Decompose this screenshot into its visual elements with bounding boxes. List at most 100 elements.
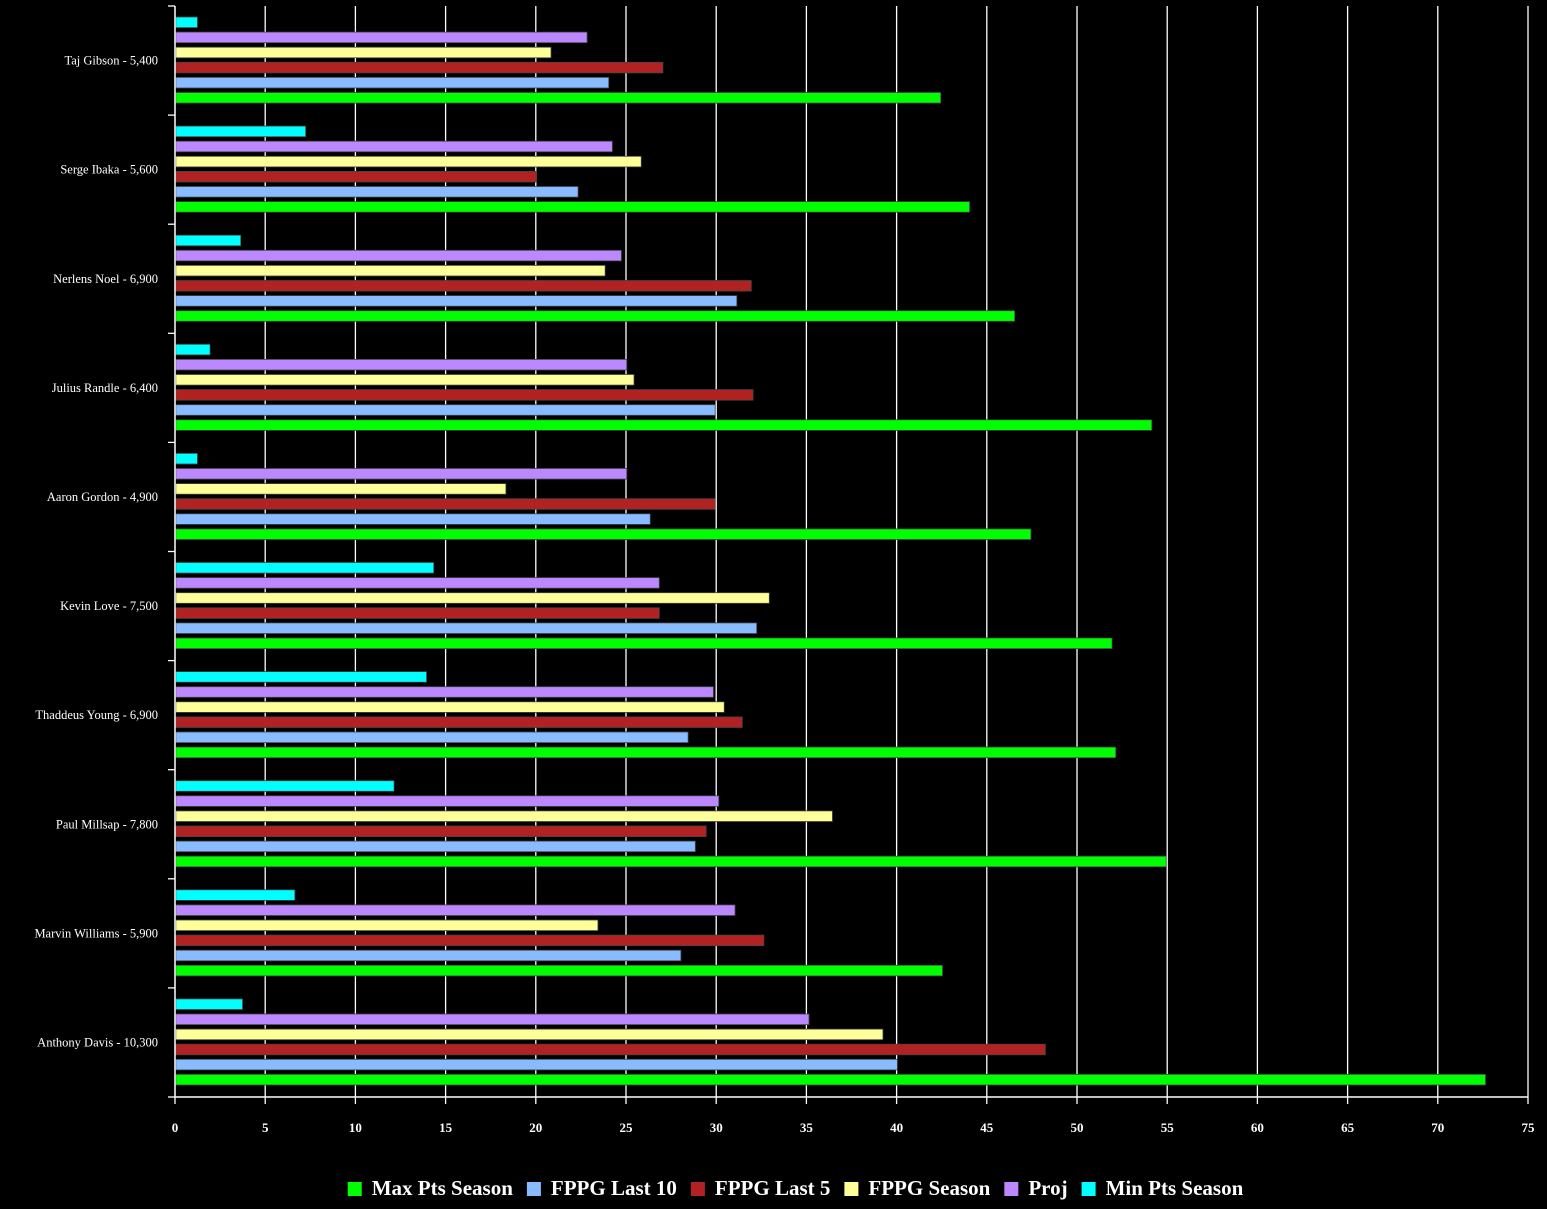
bar-fppg-last-5-marvin-williams-5-900[interactable] bbox=[175, 934, 765, 947]
bar-min-pts-season-serge-ibaka-5-600[interactable] bbox=[175, 125, 307, 138]
x-tick-label-40: 40 bbox=[890, 1120, 903, 1135]
legend-item-min-pts-season[interactable]: Min Pts Season bbox=[1081, 1176, 1244, 1200]
x-tick-label-15: 15 bbox=[439, 1120, 453, 1135]
legend[interactable]: Max Pts Season FPPG Last 10 FPPG Last 5 FPP… bbox=[347, 1176, 1244, 1200]
legend-swatch-max-pts-season bbox=[347, 1182, 362, 1196]
bar-max-pts-season-serge-ibaka-5-600[interactable] bbox=[175, 201, 970, 213]
bar-max-pts-season-nerlens-noel-6-900[interactable] bbox=[175, 310, 1016, 322]
bar-fppg-last-10-marvin-williams-5-900[interactable] bbox=[175, 949, 682, 962]
bar-fppg-last-10-kevin-love-7-500[interactable] bbox=[175, 622, 758, 634]
x-tick-label-30: 30 bbox=[710, 1120, 723, 1135]
bar-proj-julius-randle-6-400[interactable] bbox=[175, 358, 628, 371]
bar-proj-serge-ibaka-5-600[interactable] bbox=[175, 140, 613, 153]
bar-fppg-season-kevin-love-7-500[interactable] bbox=[175, 592, 770, 604]
bar-fppg-season-anthony-davis-10-300[interactable] bbox=[175, 1028, 884, 1041]
bar-max-pts-season-paul-millsap-7-800[interactable] bbox=[175, 855, 1167, 868]
bar-proj-nerlens-noel-6-900[interactable] bbox=[175, 249, 622, 262]
x-tick-label-65: 65 bbox=[1341, 1120, 1355, 1135]
legend-swatch-fppg-season bbox=[844, 1182, 859, 1196]
x-tick-label-75: 75 bbox=[1522, 1120, 1536, 1135]
bar-max-pts-season-thaddeus-young-6-900[interactable] bbox=[175, 746, 1117, 759]
category-label-paul-millsap-7-800: Paul Millsap - 7,800 bbox=[56, 817, 158, 831]
bar-fppg-season-taj-gibson-5-400[interactable] bbox=[175, 46, 552, 59]
bar-min-pts-season-anthony-davis-10-300[interactable] bbox=[175, 998, 243, 1010]
legend-swatch-min-pts-season bbox=[1081, 1182, 1096, 1196]
bar-min-pts-season-nerlens-noel-6-900[interactable] bbox=[175, 234, 242, 247]
x-tick-label-35: 35 bbox=[800, 1120, 814, 1135]
bar-max-pts-season-aaron-gordon-4-900[interactable] bbox=[175, 528, 1032, 540]
legend-label-fppg-season: FPPG Season bbox=[868, 1176, 990, 1200]
x-tick-label-70: 70 bbox=[1431, 1120, 1444, 1135]
bar-min-pts-season-kevin-love-7-500[interactable] bbox=[175, 562, 435, 574]
legend-label-min-pts-season: Min Pts Season bbox=[1106, 1176, 1244, 1200]
bar-fppg-last-10-taj-gibson-5-400[interactable] bbox=[175, 77, 610, 89]
x-tick-labels: 0 5 10 15 20 25 30 35 40 45 50 55 60 65 70 75 bbox=[172, 1120, 1535, 1135]
bar-fppg-season-serge-ibaka-5-600[interactable] bbox=[175, 155, 642, 168]
x-tick-label-25: 25 bbox=[620, 1120, 634, 1135]
bar-fppg-season-marvin-williams-5-900[interactable] bbox=[175, 919, 599, 932]
legend-label-fppg-last-10: FPPG Last 10 bbox=[551, 1176, 677, 1200]
bar-fppg-last-5-serge-ibaka-5-600[interactable] bbox=[175, 170, 537, 183]
bar-fppg-last-10-julius-randle-6-400[interactable] bbox=[175, 404, 716, 416]
category-labels: Taj Gibson - 5,400 Serge Ibaka - 5,600 Ner… bbox=[34, 54, 158, 1050]
category-label-anthony-davis-10-300: Anthony Davis - 10,300 bbox=[37, 1035, 158, 1049]
bar-min-pts-season-paul-millsap-7-800[interactable] bbox=[175, 780, 395, 792]
bar-fppg-last-10-aaron-gordon-4-900[interactable] bbox=[175, 513, 651, 525]
x-tick-label-60: 60 bbox=[1251, 1120, 1264, 1135]
bar-proj-anthony-davis-10-300[interactable] bbox=[175, 1013, 810, 1026]
bar-fppg-season-aaron-gordon-4-900[interactable] bbox=[175, 483, 507, 495]
x-tick-label-55: 55 bbox=[1161, 1120, 1175, 1135]
legend-label-proj: Proj bbox=[1028, 1176, 1067, 1200]
bar-proj-kevin-love-7-500[interactable] bbox=[175, 577, 660, 589]
bar-min-pts-season-julius-randle-6-400[interactable] bbox=[175, 343, 211, 356]
legend-item-fppg-last-10[interactable]: FPPG Last 10 bbox=[526, 1176, 677, 1200]
bar-fppg-last-5-aaron-gordon-4-900[interactable] bbox=[175, 498, 716, 510]
bar-max-pts-season-anthony-davis-10-300[interactable] bbox=[175, 1074, 1486, 1086]
bar-max-pts-season-julius-randle-6-400[interactable] bbox=[175, 419, 1153, 431]
bar-proj-taj-gibson-5-400[interactable] bbox=[175, 31, 588, 44]
category-label-thaddeus-young-6-900: Thaddeus Young - 6,900 bbox=[35, 708, 158, 722]
bar-fppg-last-10-serge-ibaka-5-600[interactable] bbox=[175, 186, 579, 198]
category-label-kevin-love-7-500: Kevin Love - 7,500 bbox=[60, 599, 158, 613]
bar-fppg-last-5-julius-randle-6-400[interactable] bbox=[175, 389, 754, 401]
legend-label-fppg-last-5: FPPG Last 5 bbox=[715, 1176, 831, 1200]
category-label-aaron-gordon-4-900: Aaron Gordon - 4,900 bbox=[47, 490, 158, 504]
category-label-julius-randle-6-400: Julius Randle - 6,400 bbox=[52, 381, 158, 395]
bar-fppg-last-10-nerlens-noel-6-900[interactable] bbox=[175, 295, 738, 307]
bar-fppg-last-5-paul-millsap-7-800[interactable] bbox=[175, 825, 707, 838]
bar-fppg-season-paul-millsap-7-800[interactable] bbox=[175, 810, 833, 822]
bar-proj-marvin-williams-5-900[interactable] bbox=[175, 904, 736, 916]
bar-fppg-last-5-nerlens-noel-6-900[interactable] bbox=[175, 280, 752, 292]
category-label-serge-ibaka-5-600: Serge Ibaka - 5,600 bbox=[60, 163, 158, 177]
bar-fppg-last-10-paul-millsap-7-800[interactable] bbox=[175, 840, 696, 853]
bar-max-pts-season-kevin-love-7-500[interactable] bbox=[175, 637, 1113, 650]
bar-fppg-last-5-taj-gibson-5-400[interactable] bbox=[175, 61, 664, 74]
bar-fppg-last-5-thaddeus-young-6-900[interactable] bbox=[175, 716, 743, 728]
bar-fppg-last-10-thaddeus-young-6-900[interactable] bbox=[175, 731, 689, 744]
bar-proj-paul-millsap-7-800[interactable] bbox=[175, 795, 720, 807]
legend-item-fppg-season[interactable]: FPPG Season bbox=[844, 1176, 991, 1200]
bar-min-pts-season-aaron-gordon-4-900[interactable] bbox=[175, 452, 198, 465]
legend-item-fppg-last-5[interactable]: FPPG Last 5 bbox=[690, 1176, 831, 1200]
bar-fppg-last-10-anthony-davis-10-300[interactable] bbox=[175, 1058, 898, 1071]
bar-fppg-last-5-kevin-love-7-500[interactable] bbox=[175, 607, 660, 619]
bar-max-pts-season-marvin-williams-5-900[interactable] bbox=[175, 964, 943, 977]
legend-item-max-pts-season[interactable]: Max Pts Season bbox=[347, 1176, 513, 1200]
bar-fppg-season-julius-randle-6-400[interactable] bbox=[175, 374, 635, 386]
bar-fppg-season-thaddeus-young-6-900[interactable] bbox=[175, 701, 725, 713]
bar-max-pts-season-taj-gibson-5-400[interactable] bbox=[175, 92, 942, 104]
bar-fppg-season-nerlens-noel-6-900[interactable] bbox=[175, 264, 606, 277]
bar-min-pts-season-thaddeus-young-6-900[interactable] bbox=[175, 671, 427, 683]
x-tick-label-0: 0 bbox=[172, 1120, 179, 1135]
category-label-marvin-williams-5-900: Marvin Williams - 5,900 bbox=[34, 926, 158, 940]
bar-proj-aaron-gordon-4-900[interactable] bbox=[175, 468, 628, 480]
legend-swatch-fppg-last-5 bbox=[690, 1182, 705, 1196]
bars bbox=[175, 16, 1486, 1086]
bar-proj-thaddeus-young-6-900[interactable] bbox=[175, 686, 714, 698]
bar-fppg-last-5-anthony-davis-10-300[interactable] bbox=[175, 1043, 1046, 1056]
bar-min-pts-season-taj-gibson-5-400[interactable] bbox=[175, 16, 198, 29]
legend-item-proj[interactable]: Proj bbox=[1004, 1176, 1068, 1200]
bar-min-pts-season-marvin-williams-5-900[interactable] bbox=[175, 889, 296, 901]
x-tick-label-20: 20 bbox=[529, 1120, 542, 1135]
